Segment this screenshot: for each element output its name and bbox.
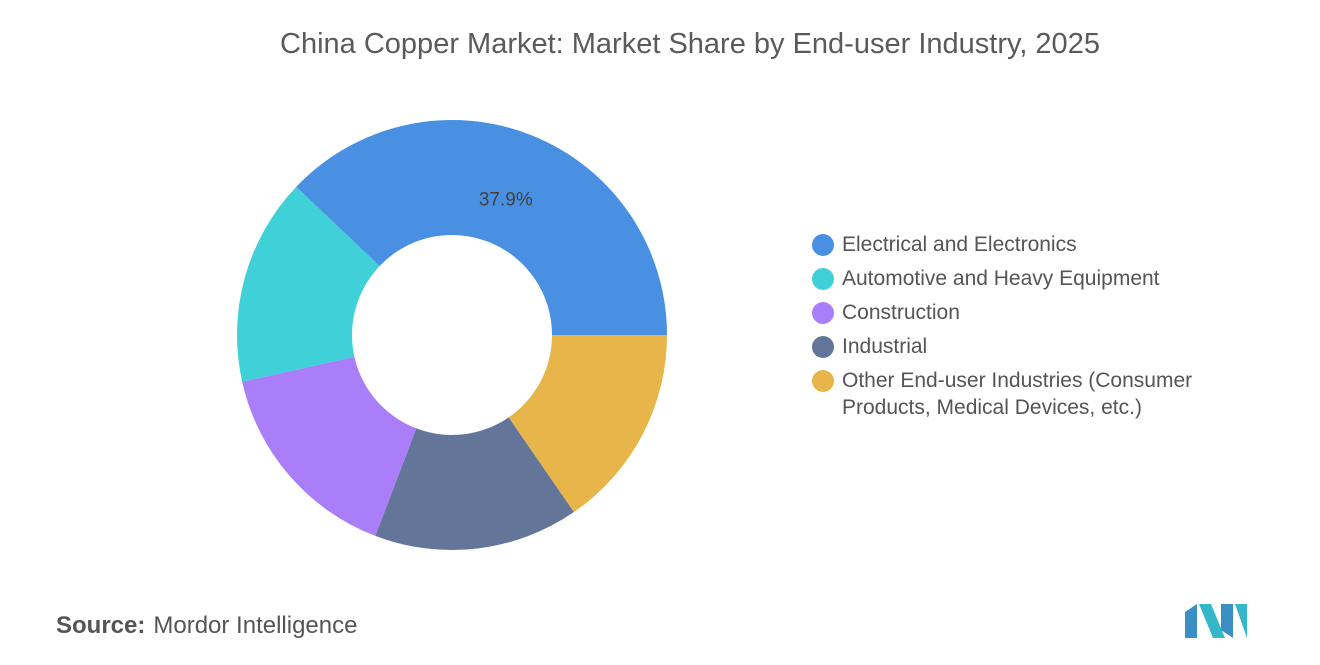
donut-slice [237,186,380,382]
source-label: Source: [56,612,146,639]
legend-swatch [812,370,834,392]
donut-slice [296,119,667,336]
legend-swatch [812,302,834,324]
source-text: Mordor Intelligence [153,612,358,639]
legend-swatch [812,234,834,256]
legend-label: Industrial [842,335,928,358]
logo [1185,604,1247,638]
chart-title: China Copper Market: Market Share by End… [280,28,1100,60]
donut-slice [242,356,417,536]
legend-swatch [812,268,834,290]
legend-item: Automotive and Heavy Equipment [812,265,1232,292]
legend-label: Electrical and Electronics [842,233,1077,256]
legend-label: Construction [842,301,960,324]
legend-item: Electrical and Electronics [812,231,1232,258]
donut-slice [375,417,574,551]
legend-label: Other End-user Industries (Consumer Prod… [842,369,1193,419]
legend-swatch [812,336,834,358]
legend-item: Industrial [812,333,1232,360]
data-label: 37.9% [479,189,533,210]
donut-slice [508,335,667,513]
legend: Electrical and Electronics Automotive and… [812,231,1232,428]
legend-item: Other End-user Industries (Consumer Prod… [812,367,1232,421]
legend-item: Construction [812,299,1232,326]
legend-label: Automotive and Heavy Equipment [842,267,1160,290]
source: Source: Mordor Intelligence [56,612,357,640]
